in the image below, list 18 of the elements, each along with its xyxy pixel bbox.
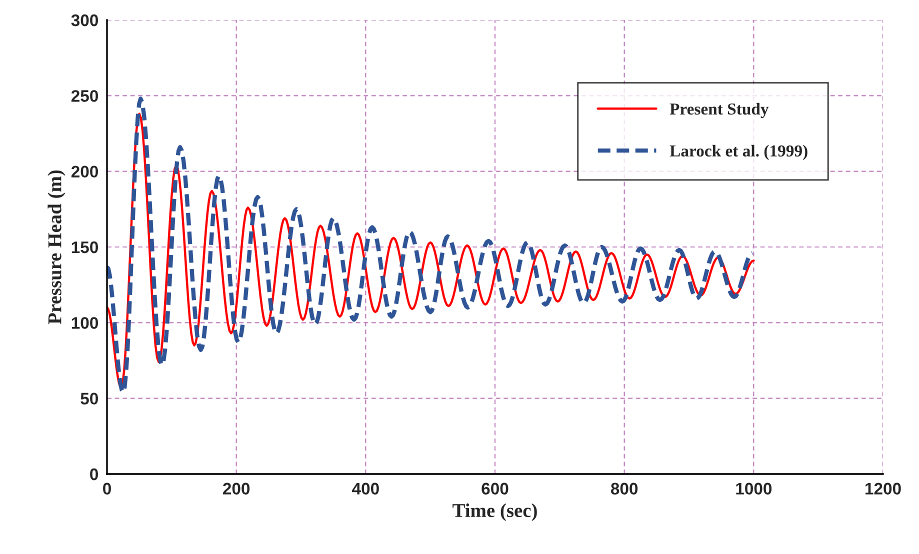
legend-label: Present Study (670, 102, 769, 118)
x-tick-label: 600 (482, 482, 508, 495)
y-tick-label: 50 (80, 392, 98, 405)
y-tick-label: 150 (72, 241, 98, 254)
x-tick-label: 1000 (736, 482, 772, 495)
x-tick-label: 0 (103, 482, 111, 495)
x-tick-label: 200 (223, 482, 250, 495)
y-tick-label: 100 (72, 317, 98, 329)
y-tick-label: 300 (71, 14, 98, 26)
x-tick-label: 400 (352, 482, 379, 495)
x-axis-title: Time (sec) (452, 503, 537, 522)
y-tick-label: 0 (90, 468, 98, 480)
legend-label: Larock et al. (1999) (670, 144, 808, 160)
y-tick-label: 250 (71, 90, 98, 102)
y-axis-title: Pressure Head (m) (48, 170, 66, 324)
x-tick-label: 1200 (866, 482, 901, 495)
x-tick-label: 800 (610, 482, 638, 495)
y-tick-label: 200 (71, 166, 98, 178)
